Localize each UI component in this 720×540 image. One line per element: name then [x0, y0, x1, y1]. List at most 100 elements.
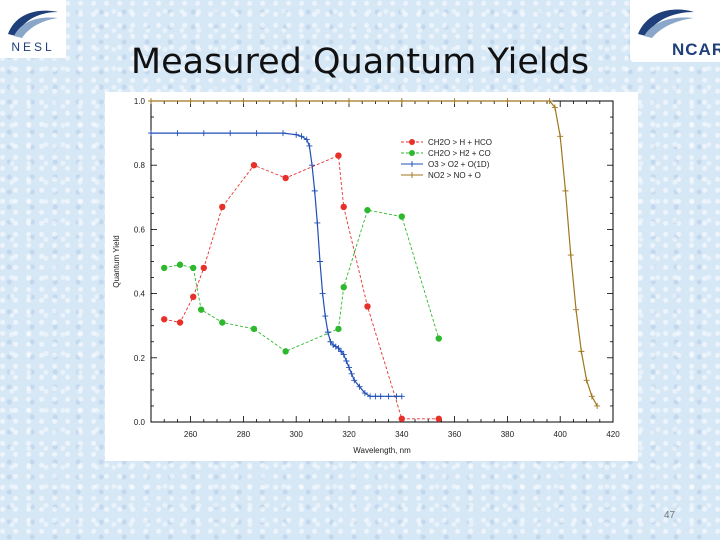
data-point — [398, 415, 405, 422]
x-tick-label: 380 — [501, 430, 515, 439]
data-point — [335, 152, 342, 159]
ncar-swoosh-icon — [638, 9, 694, 38]
data-point — [219, 319, 226, 326]
x-tick-label: 340 — [395, 430, 409, 439]
data-point — [227, 130, 234, 137]
y-tick-label: 0.0 — [134, 418, 146, 427]
legend-marker — [409, 161, 415, 167]
data-point — [332, 343, 339, 350]
data-point — [346, 98, 352, 104]
data-point — [311, 187, 318, 194]
data-point — [253, 130, 260, 137]
nesl-logo: NESL — [0, 0, 66, 58]
data-point — [377, 393, 384, 400]
y-tick-label: 0.6 — [134, 225, 146, 234]
series-0 — [161, 152, 442, 422]
series-2 — [148, 130, 405, 400]
legend-entry-1: CH2O > H2 + CO — [401, 149, 491, 158]
data-point — [340, 203, 347, 211]
data-point — [282, 348, 289, 355]
data-point — [340, 283, 347, 291]
data-point — [364, 303, 371, 310]
data-point — [338, 348, 345, 355]
data-point — [293, 98, 300, 104]
nesl-logo-text: NESL — [11, 40, 55, 54]
legend-entry-0: CH2O > H + HCO — [401, 138, 492, 147]
page-number: 47 — [664, 510, 676, 521]
data-point — [176, 319, 184, 326]
data-point — [578, 348, 585, 355]
data-point — [174, 130, 181, 137]
data-point — [594, 402, 601, 409]
data-point — [280, 130, 286, 137]
data-point — [573, 306, 580, 313]
data-point — [385, 393, 392, 400]
x-tick-label: 280 — [237, 430, 251, 439]
x-tick-label: 320 — [342, 430, 356, 439]
data-point — [219, 203, 226, 211]
data-point — [250, 325, 258, 333]
quantum-yield-chart: 260 280 300 320 340 360 380 400 420 0.0 0.2 0.4 0.6 0… — [112, 97, 620, 455]
x-tick-label: 360 — [448, 430, 462, 439]
legend-entry-3: NO2 > NO + O — [401, 171, 481, 180]
y-tick-label: 0.8 — [134, 161, 146, 170]
data-point — [309, 162, 316, 169]
data-point — [319, 290, 326, 297]
data-point — [398, 98, 405, 104]
series-line — [164, 154, 439, 420]
legend-label: NO2 > NO + O — [428, 171, 481, 180]
x-tick-label: 300 — [290, 430, 304, 439]
data-point — [240, 98, 247, 104]
y-axis-label: Quantum Yield — [112, 235, 121, 287]
data-point — [327, 338, 334, 345]
data-point — [398, 213, 405, 220]
legend-marker — [409, 150, 415, 156]
slide-title: Measured Quantum Yields — [130, 42, 590, 82]
data-point — [197, 306, 205, 313]
data-point — [364, 206, 371, 214]
data-point — [343, 358, 350, 365]
data-point — [557, 133, 564, 140]
data-point — [348, 370, 355, 377]
data-point — [340, 351, 347, 358]
data-point — [324, 329, 331, 336]
data-point — [562, 187, 569, 194]
data-point — [551, 104, 558, 111]
data-point — [161, 264, 168, 272]
data-point — [190, 293, 197, 301]
data-point — [303, 136, 310, 143]
series-1 — [161, 206, 442, 355]
data-point — [361, 390, 368, 397]
data-point — [293, 131, 300, 138]
data-point — [435, 415, 442, 422]
data-point — [200, 130, 207, 137]
series-line — [151, 100, 598, 407]
data-point — [176, 261, 184, 268]
plot-frame — [150, 100, 614, 423]
data-point — [190, 264, 197, 272]
x-axis-label: Wavelength, nm — [353, 446, 411, 455]
data-point — [148, 130, 154, 137]
y-tick-label: 0.2 — [134, 354, 146, 363]
x-tick-label: 420 — [606, 430, 620, 439]
data-point — [588, 393, 595, 400]
data-point — [250, 162, 258, 169]
series-line — [164, 209, 440, 352]
data-point — [187, 98, 194, 104]
legend-marker — [409, 139, 415, 145]
legend-label: CH2O > H + HCO — [428, 138, 492, 147]
data-point — [298, 133, 305, 140]
series-line — [151, 132, 402, 397]
data-point — [316, 258, 323, 265]
data-point — [504, 98, 511, 104]
data-point — [148, 98, 154, 104]
data-point — [351, 377, 358, 384]
legend-entry-2: O3 > O2 + O(1D) — [401, 160, 490, 169]
legend-marker — [409, 172, 415, 178]
data-point — [161, 316, 168, 323]
x-tick-label: 400 — [554, 430, 568, 439]
data-point — [282, 174, 289, 182]
legend-label: CH2O > H2 + CO — [428, 149, 491, 158]
data-point — [314, 219, 321, 226]
data-point — [372, 393, 379, 400]
